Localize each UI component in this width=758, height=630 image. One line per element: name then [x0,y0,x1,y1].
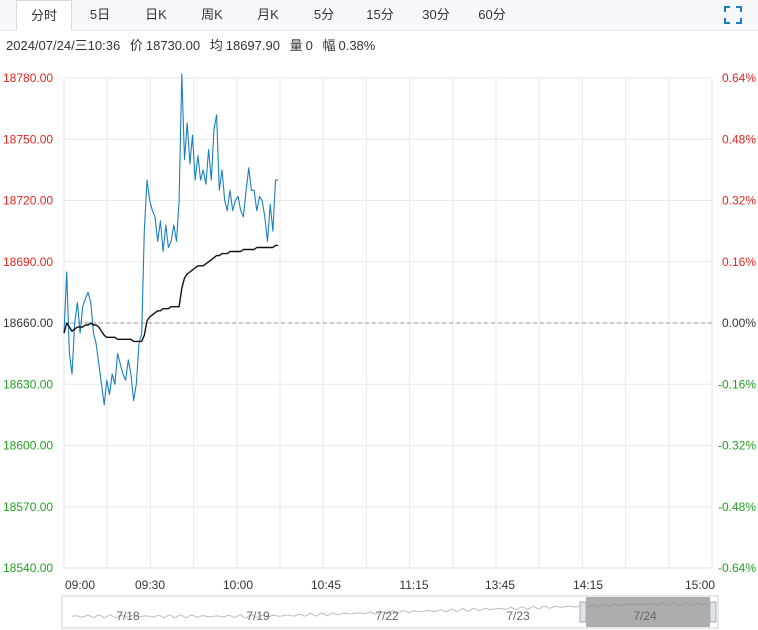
amplitude-label: 幅 [322,38,336,53]
average-line [63,244,279,343]
navigator-handle-left[interactable] [579,601,587,623]
y-tick-label: 18540.00 [3,561,53,575]
pct-tick-label: 0.64% [722,71,756,85]
navigator-date-label: 7/24 [633,609,657,623]
tab-5day[interactable]: 5日 [89,7,111,22]
avg-label: 均 [209,38,223,53]
x-tick-label: 09:30 [135,578,165,592]
y-tick-label: 18660.00 [3,316,53,330]
price-value: 18730.00 [145,38,201,53]
navigator-handle-right[interactable] [709,601,717,623]
period-tab-bar: 分时 5日 日K 周K 月K 5分 15分 30分 60分 [0,0,758,31]
volume-value: 0 [305,38,313,53]
x-tick-label: 10:00 [223,578,253,592]
amplitude-value: 0.38% [338,38,376,53]
tab-daily-k[interactable]: 日K [145,7,167,22]
y-tick-label: 18570.00 [3,500,53,514]
navigator-date-label: 7/19 [246,609,270,623]
x-tick-label: 15:00 [685,578,715,592]
tab-5min[interactable]: 5分 [313,7,335,22]
avg-value: 18697.90 [225,38,280,53]
x-tick-label: 13:45 [485,578,515,592]
pct-tick-label: -0.16% [718,377,756,391]
y-tick-label: 18630.00 [3,377,53,391]
pct-tick-label: -0.32% [718,439,756,453]
tab-30min[interactable]: 30分 [422,7,450,22]
x-tick-label: 10:45 [311,578,341,592]
intraday-chart[interactable]: 18780.00 18750.00 18720.00 18690.00 18660.00… [0,60,758,630]
x-tick-label: 09:00 [65,578,95,592]
y-tick-label: 18720.00 [3,194,53,208]
y-tick-label: 18600.00 [3,439,53,453]
tab-weekly-k[interactable]: 周K [201,7,223,22]
y-tick-label: 18780.00 [3,71,53,85]
navigator-date-label: 7/22 [375,609,399,623]
tab-intraday[interactable]: 分时 [16,0,72,31]
tab-15min[interactable]: 15分 [366,7,394,22]
x-tick-label: 11:15 [399,578,428,592]
pct-tick-label: -0.64% [718,561,756,575]
volume-label: 量 [289,38,303,53]
navigator-date-label: 7/18 [116,609,140,623]
pct-tick-label: -0.48% [718,500,756,514]
expand-icon[interactable] [722,4,744,26]
price-line [63,73,279,406]
pct-tick-label: 0.48% [722,132,756,146]
tab-monthly-k[interactable]: 月K [257,7,279,22]
tab-60min[interactable]: 60分 [478,7,506,22]
quote-datetime: 2024/07/24/三10:36 [6,38,121,53]
pct-tick-label: 0.32% [722,194,756,208]
price-label: 价 [129,38,143,53]
x-tick-label: 14:15 [573,578,603,592]
navigator-selection[interactable] [586,597,710,627]
y-tick-label: 18690.00 [3,255,53,269]
pct-tick-label: 0.16% [722,255,756,269]
navigator-date-label: 7/23 [506,609,530,623]
pct-tick-label: 0.00% [722,316,756,330]
y-tick-label: 18750.00 [3,132,53,146]
